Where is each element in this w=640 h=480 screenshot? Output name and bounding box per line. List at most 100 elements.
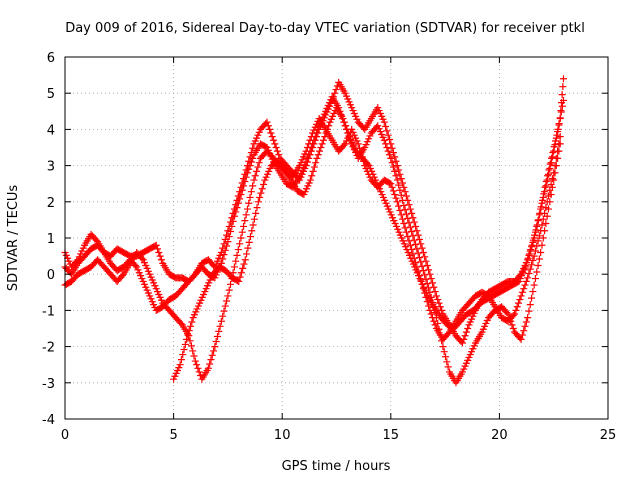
data-point	[423, 280, 431, 288]
data-point	[248, 227, 256, 235]
data-point	[399, 179, 407, 187]
data-point	[258, 185, 266, 193]
data-point	[539, 234, 547, 242]
data-point	[302, 147, 310, 155]
data-point	[389, 149, 397, 157]
data-point	[232, 208, 240, 216]
data-point	[556, 133, 564, 141]
data-point	[422, 257, 430, 265]
data-point	[392, 172, 400, 180]
data-point	[405, 201, 413, 209]
data-point	[211, 343, 219, 351]
data-point	[302, 158, 310, 166]
data-point	[436, 303, 444, 311]
axis-ticks: 0 5 10 15 20 25 -4 -3 -2 -1 0 1 2 3 4 5 6	[42, 51, 616, 443]
data-point	[233, 251, 241, 259]
data-point	[531, 247, 539, 255]
data-point	[409, 232, 417, 240]
data-point	[427, 310, 435, 318]
data-point	[275, 151, 283, 159]
data-point	[155, 248, 163, 256]
data-point	[546, 160, 554, 168]
data-point	[241, 256, 249, 264]
data-point	[279, 164, 287, 172]
data-point	[542, 220, 550, 228]
data-point	[263, 118, 271, 126]
data-point	[195, 368, 203, 376]
data-point	[415, 254, 423, 262]
data-point	[550, 169, 558, 177]
data-point	[518, 288, 526, 296]
data-point	[247, 188, 255, 196]
data-point	[237, 234, 245, 242]
data-point	[404, 214, 412, 222]
data-point	[396, 206, 404, 214]
data-point	[529, 256, 537, 264]
data-point	[241, 217, 249, 225]
data-point	[396, 186, 404, 194]
x-axis-label: GPS time / hours	[282, 459, 391, 474]
data-point	[260, 180, 268, 188]
data-point	[208, 351, 216, 359]
data-point	[339, 115, 347, 123]
data-point	[525, 307, 533, 315]
data-point	[406, 205, 414, 213]
data-point	[221, 302, 229, 310]
data-point	[321, 133, 329, 141]
data-point	[229, 217, 237, 225]
data-point	[412, 241, 420, 249]
data-point	[380, 118, 388, 126]
data-point	[219, 312, 227, 320]
data-point	[236, 195, 244, 203]
data-point	[533, 221, 541, 229]
data-point	[322, 129, 330, 137]
data-point	[237, 269, 245, 277]
data-point	[267, 129, 275, 137]
data-point	[194, 364, 202, 372]
data-point	[531, 231, 539, 239]
x-tick-label: 15	[383, 428, 400, 443]
data-point	[558, 91, 566, 99]
data-point	[272, 144, 280, 151]
data-point	[546, 186, 554, 194]
data-point	[537, 227, 545, 235]
y-tick-label: -3	[42, 377, 55, 392]
x-tick-label: 25	[600, 428, 617, 443]
data-point	[535, 232, 543, 240]
data-point	[384, 131, 392, 139]
data-point	[388, 144, 396, 152]
data-point	[391, 191, 399, 199]
data-point	[397, 211, 405, 219]
data-point	[511, 310, 519, 318]
data-point	[240, 222, 248, 230]
data-point	[240, 182, 248, 190]
data-point	[184, 331, 192, 339]
data-series	[61, 75, 567, 387]
data-point	[413, 227, 421, 235]
data-point	[530, 252, 538, 260]
y-tick-label: 6	[47, 51, 55, 66]
data-point	[554, 147, 562, 155]
data-point	[524, 314, 532, 322]
data-point	[518, 331, 526, 339]
data-point	[534, 216, 542, 224]
data-point	[414, 249, 422, 257]
data-point	[541, 183, 549, 191]
data-point	[383, 127, 391, 135]
data-point	[439, 343, 447, 351]
data-point	[430, 283, 438, 291]
data-point	[238, 186, 246, 194]
data-point	[250, 215, 258, 223]
data-point	[256, 193, 264, 201]
data-point	[189, 347, 197, 355]
data-point	[240, 260, 248, 268]
data-point	[412, 222, 420, 230]
data-point	[526, 301, 534, 309]
y-tick-label: -4	[42, 413, 55, 428]
x-tick-label: 20	[491, 428, 508, 443]
data-point	[504, 310, 512, 318]
x-tick-label: 0	[61, 428, 69, 443]
data-point	[188, 318, 196, 326]
data-point	[233, 277, 241, 285]
data-point	[388, 159, 396, 167]
